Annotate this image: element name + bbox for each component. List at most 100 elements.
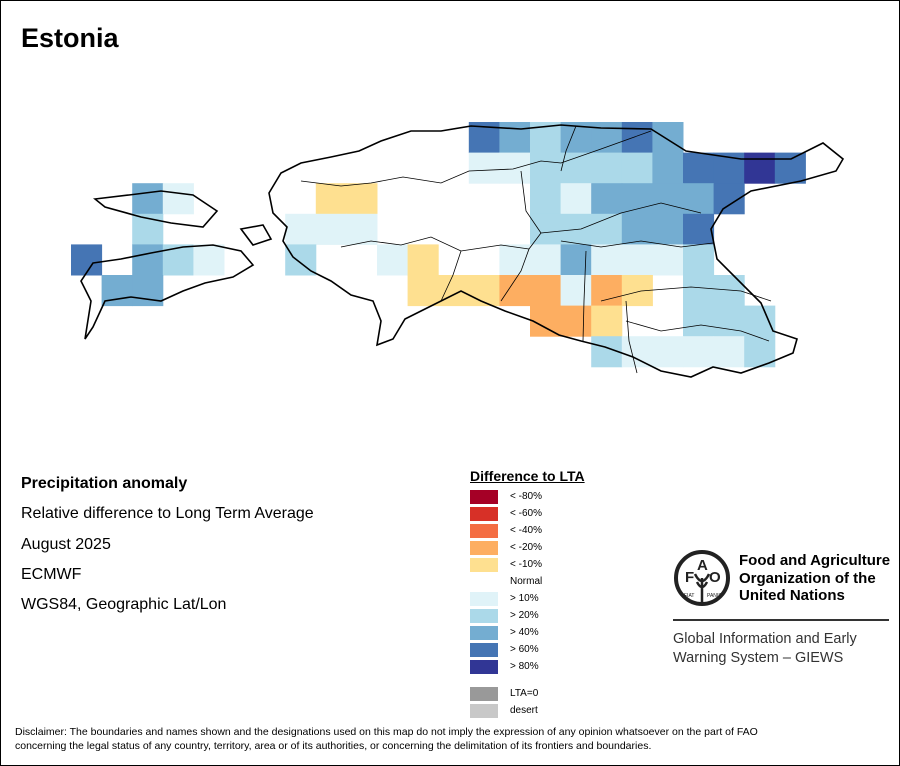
legend-item: > 10%: [470, 590, 585, 607]
anomaly-cell: [162, 183, 194, 215]
anomaly-cell: [683, 336, 715, 368]
legend-item: desert: [470, 702, 585, 719]
info-description: Relative difference to Long Term Average: [21, 505, 314, 522]
anomaly-cell: [499, 244, 531, 276]
anomaly-cell: [683, 275, 715, 307]
legend-item: < -10%: [470, 556, 585, 573]
legend-swatch: [470, 540, 498, 555]
anomaly-cell: [591, 122, 623, 154]
legend-item: Normal: [470, 573, 585, 590]
fao-emblem-icon: F A O FIAT PANIS: [674, 550, 730, 606]
anomaly-cell: [530, 305, 562, 337]
legend-item: LTA=0: [470, 685, 585, 702]
anomaly-cell: [774, 152, 806, 184]
anomaly-cell: [530, 183, 562, 215]
legend-swatch: [470, 591, 498, 606]
legend-label: < -20%: [510, 542, 542, 553]
anomaly-cell: [591, 183, 623, 215]
anomaly-cell: [315, 213, 347, 245]
anomaly-cell: [683, 244, 715, 276]
fao-name-line: United Nations: [739, 587, 845, 604]
giews-line: Warning System – GIEWS: [673, 650, 844, 666]
info-period: August 2025: [21, 536, 111, 553]
anomaly-cell: [591, 244, 623, 276]
legend-label: > 40%: [510, 627, 539, 638]
estonia-map: [71, 122, 845, 378]
anomaly-cell: [591, 152, 623, 184]
anomaly-cell: [683, 213, 715, 245]
legend-swatch: [470, 574, 498, 589]
anomaly-cell: [652, 122, 684, 154]
legend-item: > 20%: [470, 607, 585, 624]
anomaly-cell: [591, 275, 623, 307]
info-projection: WGS84, Geographic Lat/Lon: [21, 596, 227, 613]
svg-text:FIAT: FIAT: [684, 593, 694, 599]
county-borders: [300, 125, 772, 374]
country-outline: [80, 124, 845, 378]
map-title: Estonia: [21, 23, 119, 53]
fao-name: Food and Agriculture Organization of the…: [739, 552, 890, 605]
svg-text:O: O: [709, 569, 721, 586]
legend-label: LTA=0: [510, 688, 539, 699]
anomaly-cell: [132, 183, 164, 215]
anomaly-cell: [71, 244, 103, 276]
anomaly-cell: [162, 244, 194, 276]
anomaly-cell: [346, 183, 378, 215]
anomaly-cell: [560, 244, 592, 276]
legend-swatch: [470, 659, 498, 674]
anomaly-cell: [560, 152, 592, 184]
anomaly-cell: [468, 275, 500, 307]
legend-label: < -80%: [510, 491, 542, 502]
legend-label: desert: [510, 705, 538, 716]
legend-item: < -20%: [470, 539, 585, 556]
legend-item: < -40%: [470, 522, 585, 539]
fao-logo: F A O FIAT PANIS Food and Agriculture Or…: [673, 548, 890, 615]
disclaimer-line: concerning the legal status of any count…: [15, 740, 652, 752]
anomaly-cell: [530, 275, 562, 307]
legend-label: Normal: [510, 576, 543, 587]
anomaly-cell: [560, 305, 592, 337]
svg-text:A: A: [697, 557, 708, 574]
anomaly-cell: [621, 336, 653, 368]
anomaly-grid: [71, 122, 806, 368]
anomaly-cell: [132, 244, 164, 276]
legend-swatch: [470, 625, 498, 640]
disclaimer-line: Disclaimer: The boundaries and names sho…: [15, 726, 758, 738]
legend-label: > 80%: [510, 661, 539, 672]
anomaly-cell: [193, 244, 225, 276]
disclaimer: Disclaimer: The boundaries and names sho…: [15, 725, 895, 753]
anomaly-cell: [621, 183, 653, 215]
anomaly-cell: [560, 275, 592, 307]
info-source: ECMWF: [21, 566, 82, 583]
fao-name-line: Organization of the: [739, 569, 876, 587]
anomaly-cell: [530, 213, 562, 245]
legend-swatch: [470, 686, 498, 701]
legend-label: < -40%: [510, 525, 542, 536]
anomaly-cell: [713, 336, 745, 368]
anomaly-cell: [744, 152, 776, 184]
legend-swatch: [470, 642, 498, 657]
giews-label: Global Information and Early Warning Sys…: [673, 630, 857, 668]
legend-label: > 60%: [510, 644, 539, 655]
anomaly-cell: [683, 305, 715, 337]
fao-name-line: Food and Agriculture: [739, 552, 891, 569]
anomaly-cell: [744, 305, 776, 337]
anomaly-cell: [683, 183, 715, 215]
info-heading: Precipitation anomaly: [21, 475, 188, 492]
legend-item: > 60%: [470, 641, 585, 658]
legend-label: < -10%: [510, 559, 542, 570]
legend-swatch: [470, 523, 498, 538]
anomaly-cell: [285, 213, 317, 245]
legend-item: < -80%: [470, 488, 585, 505]
anomaly-cell: [377, 244, 409, 276]
anomaly-cell: [530, 244, 562, 276]
legend-item: > 80%: [470, 658, 585, 675]
anomaly-cell: [621, 152, 653, 184]
legend-swatch: [470, 703, 498, 718]
giews-line: Global Information and Early: [673, 631, 857, 647]
anomaly-cell: [407, 244, 439, 276]
legend-swatch: [470, 489, 498, 504]
legend: Difference to LTA < -80% < -60% < -40% < -2…: [470, 468, 585, 719]
anomaly-cell: [713, 305, 745, 337]
